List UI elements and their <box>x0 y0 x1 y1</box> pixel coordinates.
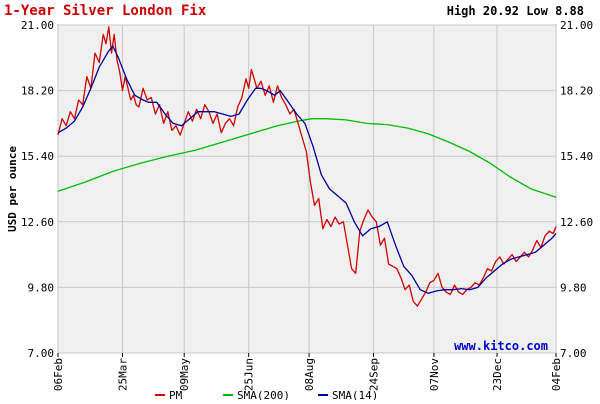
x-tick-label: 23Dec <box>491 358 504 391</box>
x-tick-label: 24Sep <box>368 358 381 391</box>
y-tick-label-left: 12.60 <box>21 216 54 229</box>
y-tick-label-left: 7.00 <box>28 347 55 360</box>
y-tick-label-left: 15.40 <box>21 150 54 163</box>
y-tick-label-right: 12.60 <box>560 216 593 229</box>
series-lines <box>57 26 557 307</box>
y-tick-label-right: 21.00 <box>560 19 593 32</box>
x-tick-label: 25Mar <box>116 358 129 391</box>
series-line-sma-14 <box>57 45 557 294</box>
x-tick-label: 06Feb <box>52 358 65 391</box>
series-line-sma-200 <box>57 118 557 198</box>
series-line-pm <box>57 26 557 307</box>
legend-label: PM <box>169 389 183 400</box>
legend-label: SMA(200) <box>237 389 290 400</box>
y-tick-label-right: 15.40 <box>560 150 593 163</box>
x-tick-label: 09May <box>178 358 191 391</box>
y-tick-label-left: 9.80 <box>28 281 55 294</box>
y-tick-label-left: 18.20 <box>21 85 54 98</box>
y-axis-left: 21.00 18.20 15.40 12.60 9.80 7.00 <box>21 19 54 360</box>
y-axis-label: USD per ounce <box>6 146 19 232</box>
y-tick-label-right: 9.80 <box>560 281 587 294</box>
legend-label: SMA(14) <box>332 389 378 400</box>
chart-title: 1-Year Silver London Fix <box>4 3 207 19</box>
x-tick-label: 07Nov <box>428 358 441 391</box>
plot-area <box>57 24 557 354</box>
grid-lines <box>57 24 557 354</box>
x-tick-label: 04Feb <box>550 358 563 391</box>
x-tick-label: 25Jun <box>243 358 256 391</box>
legend: PM SMA(200) SMA(14) <box>155 389 378 402</box>
x-axis: 06Feb 25Mar 09May 25Jun 08Aug 24Sep 07Nov 23Dec… <box>52 353 563 391</box>
y-axis-right: 21.00 18.20 15.40 12.60 9.80 7.00 <box>560 19 593 360</box>
y-tick-label-right: 7.00 <box>560 347 587 360</box>
y-tick-label-right: 18.20 <box>560 85 593 98</box>
high-low-readout: High 20.92 Low 8.88 <box>447 4 584 18</box>
y-tick-label-left: 21.00 <box>21 19 54 32</box>
watermark: www.kitco.com <box>454 339 548 353</box>
x-tick-label: 08Aug <box>303 358 316 391</box>
